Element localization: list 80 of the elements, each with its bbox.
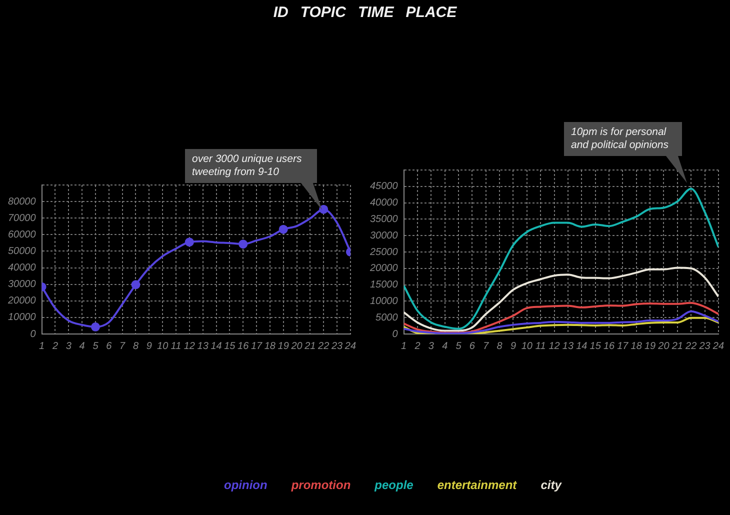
y-tick-label: 0 bbox=[392, 328, 398, 340]
x-tick-label: 24 bbox=[344, 340, 356, 352]
x-tick-label: 4 bbox=[442, 340, 448, 352]
x-tick-label: 9 bbox=[510, 340, 516, 352]
text: promotion bbox=[291, 478, 351, 492]
x-tick-label: 1 bbox=[401, 340, 407, 352]
y-tick-label: 5000 bbox=[376, 312, 398, 324]
x-tick-label: 14 bbox=[576, 340, 588, 352]
x-tick-label: 12 bbox=[548, 340, 560, 352]
x-tick-label: 6 bbox=[469, 340, 476, 352]
x-tick-label: 20 bbox=[657, 340, 670, 352]
x-tick-label: 3 bbox=[428, 340, 434, 352]
x-tick-label: 20 bbox=[290, 340, 303, 352]
line-series bbox=[404, 266, 718, 332]
x-tick-label: 23 bbox=[330, 340, 344, 352]
line-series bbox=[404, 188, 718, 330]
y-tick-label: 0 bbox=[30, 328, 36, 340]
x-tick-label: 7 bbox=[120, 340, 126, 352]
x-tick-label: 16 bbox=[603, 340, 615, 352]
x-tick-label: 2 bbox=[414, 340, 421, 352]
x-tick-label: 4 bbox=[79, 340, 86, 352]
y-tick-label: 10000 bbox=[370, 296, 398, 307]
x-tick-label: 3 bbox=[66, 340, 72, 352]
y-tick-label: 45000 bbox=[370, 181, 398, 192]
y-tick-label: 25000 bbox=[368, 246, 398, 258]
x-tick-label: 8 bbox=[496, 340, 503, 352]
text: 10pm is for personal and political opinions bbox=[564, 122, 682, 156]
text: opinion bbox=[224, 478, 268, 492]
x-tick-label: 21 bbox=[670, 340, 683, 352]
x-tick-label: 21 bbox=[304, 340, 316, 352]
x-tick-label: 13 bbox=[197, 340, 209, 352]
x-tick-label: 17 bbox=[617, 340, 629, 352]
text: ID bbox=[273, 4, 288, 21]
y-tick-label: 30000 bbox=[8, 279, 36, 290]
y-tick-label: 30000 bbox=[370, 230, 398, 242]
x-tick-label: 18 bbox=[630, 340, 642, 352]
text: entertainment bbox=[437, 478, 517, 492]
x-tick-label: 24 bbox=[712, 340, 724, 352]
text: over 3000 unique users tweeting from 9-10 bbox=[185, 149, 317, 183]
y-tick-label: 70000 bbox=[8, 212, 36, 224]
x-tick-label: 10 bbox=[521, 340, 533, 352]
x-tick-label: 16 bbox=[238, 340, 250, 352]
y-tick-label: 10000 bbox=[8, 312, 36, 324]
text: TIME bbox=[358, 4, 394, 21]
x-tick-label: 15 bbox=[590, 340, 602, 352]
x-tick-label: 13 bbox=[562, 340, 574, 352]
y-tick-label: 20000 bbox=[368, 263, 398, 274]
y-tick-label: 50000 bbox=[8, 246, 36, 258]
x-tick-label: 1 bbox=[39, 340, 45, 352]
x-tick-label: 19 bbox=[644, 340, 656, 352]
y-tick-label: 40000 bbox=[370, 198, 398, 209]
x-tick-label: 22 bbox=[684, 340, 698, 352]
x-tick-label: 5 bbox=[92, 340, 99, 352]
y-tick-label: 60000 bbox=[8, 229, 36, 240]
y-tick-label: 35000 bbox=[370, 214, 398, 225]
x-tick-label: 15 bbox=[224, 340, 236, 352]
x-tick-label: 11 bbox=[535, 340, 546, 352]
x-tick-label: 22 bbox=[317, 340, 330, 352]
x-tick-label: 7 bbox=[483, 340, 490, 352]
y-tick-label: 80000 bbox=[8, 196, 36, 208]
x-tick-label: 23 bbox=[698, 340, 711, 352]
x-tick-label: 8 bbox=[132, 340, 139, 352]
y-tick-label: 15000 bbox=[370, 280, 398, 291]
x-tick-label: 11 bbox=[170, 340, 182, 352]
y-tick-label: 20000 bbox=[6, 296, 36, 307]
text: people bbox=[374, 478, 414, 492]
text: city bbox=[540, 478, 562, 492]
y-tick-label: 40000 bbox=[8, 262, 36, 274]
x-tick-label: 18 bbox=[264, 340, 276, 352]
x-tick-label: 12 bbox=[184, 340, 196, 352]
text: PLACE bbox=[406, 4, 457, 21]
x-tick-label: 6 bbox=[106, 340, 112, 352]
x-tick-label: 17 bbox=[250, 340, 263, 352]
x-tick-label: 10 bbox=[157, 340, 169, 352]
text: TOPIC bbox=[300, 4, 346, 21]
x-tick-label: 2 bbox=[51, 340, 58, 352]
x-tick-label: 14 bbox=[210, 340, 222, 352]
x-tick-label: 9 bbox=[146, 340, 152, 352]
x-tick-label: 5 bbox=[456, 340, 462, 352]
x-tick-label: 19 bbox=[278, 340, 290, 352]
